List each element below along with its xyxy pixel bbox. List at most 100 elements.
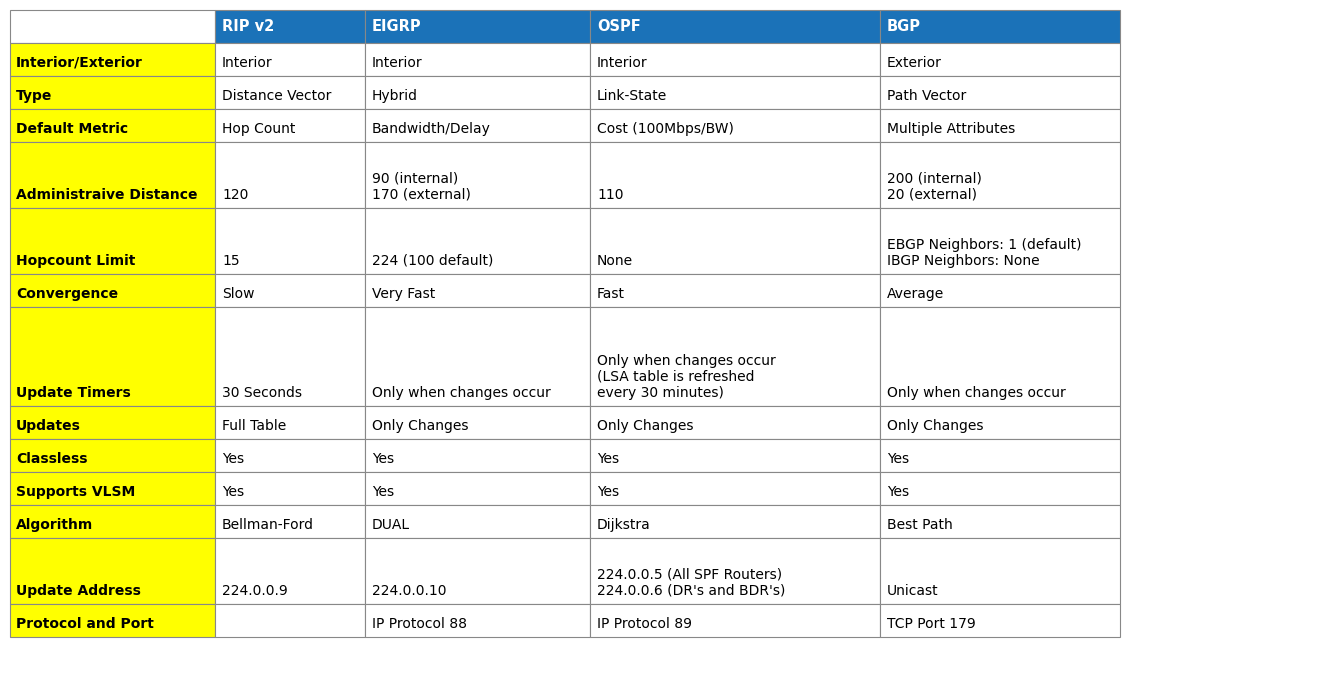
Bar bbox=[214, 109, 365, 142]
Text: Administraive Distance: Administraive Distance bbox=[16, 188, 197, 202]
Text: 224.0.0.9: 224.0.0.9 bbox=[222, 584, 287, 598]
Bar bbox=[214, 505, 365, 538]
Text: 15: 15 bbox=[222, 254, 240, 268]
Text: Only when changes occur: Only when changes occur bbox=[372, 386, 551, 400]
Text: Distance Vector: Distance Vector bbox=[222, 89, 331, 103]
Text: BGP: BGP bbox=[887, 19, 922, 34]
Bar bbox=[11, 274, 214, 307]
Text: Yes: Yes bbox=[372, 485, 395, 499]
Text: Path Vector: Path Vector bbox=[887, 89, 967, 103]
Text: Full Table: Full Table bbox=[222, 419, 286, 433]
Bar bbox=[214, 538, 365, 604]
Bar bbox=[214, 208, 365, 274]
Text: Only when changes occur: Only when changes occur bbox=[887, 386, 1066, 400]
Bar bbox=[591, 10, 880, 43]
Bar bbox=[365, 604, 591, 637]
Text: Best Path: Best Path bbox=[887, 518, 953, 532]
Text: Dijkstra: Dijkstra bbox=[597, 518, 651, 532]
Bar bbox=[880, 142, 1120, 208]
Text: 30 Seconds: 30 Seconds bbox=[222, 386, 302, 400]
Bar bbox=[214, 307, 365, 406]
Bar bbox=[11, 472, 214, 505]
Text: Interior: Interior bbox=[597, 56, 647, 70]
Bar bbox=[11, 505, 214, 538]
Bar bbox=[591, 142, 880, 208]
Bar bbox=[591, 406, 880, 439]
Bar bbox=[365, 472, 591, 505]
Bar bbox=[591, 604, 880, 637]
Text: Update Address: Update Address bbox=[16, 584, 140, 598]
Text: Bandwidth/Delay: Bandwidth/Delay bbox=[372, 122, 491, 136]
Bar bbox=[11, 142, 214, 208]
Bar bbox=[365, 505, 591, 538]
Bar bbox=[880, 538, 1120, 604]
Bar bbox=[214, 472, 365, 505]
Bar bbox=[11, 439, 214, 472]
Bar bbox=[11, 208, 214, 274]
Bar bbox=[365, 439, 591, 472]
Text: Update Timers: Update Timers bbox=[16, 386, 131, 400]
Text: Convergence: Convergence bbox=[16, 287, 118, 301]
Bar bbox=[591, 208, 880, 274]
Bar bbox=[591, 505, 880, 538]
Bar bbox=[591, 43, 880, 76]
Bar bbox=[11, 76, 214, 109]
Bar bbox=[591, 76, 880, 109]
Bar bbox=[591, 307, 880, 406]
Text: Hopcount Limit: Hopcount Limit bbox=[16, 254, 135, 268]
Bar bbox=[214, 10, 365, 43]
Text: Type: Type bbox=[16, 89, 53, 103]
Text: Very Fast: Very Fast bbox=[372, 287, 436, 301]
Bar bbox=[591, 472, 880, 505]
Bar bbox=[880, 43, 1120, 76]
Text: 224 (100 default): 224 (100 default) bbox=[372, 254, 494, 268]
Bar bbox=[880, 604, 1120, 637]
Text: Default Metric: Default Metric bbox=[16, 122, 128, 136]
Bar bbox=[880, 109, 1120, 142]
Text: OSPF: OSPF bbox=[597, 19, 641, 34]
Bar bbox=[591, 109, 880, 142]
Bar bbox=[591, 439, 880, 472]
Text: Bellman-Ford: Bellman-Ford bbox=[222, 518, 314, 532]
Text: IP Protocol 88: IP Protocol 88 bbox=[372, 617, 467, 631]
Bar bbox=[591, 274, 880, 307]
Bar bbox=[365, 274, 591, 307]
Text: Exterior: Exterior bbox=[887, 56, 941, 70]
Text: Interior/Exterior: Interior/Exterior bbox=[16, 56, 143, 70]
Bar bbox=[214, 604, 365, 637]
Text: RIP v2: RIP v2 bbox=[222, 19, 274, 34]
Bar bbox=[880, 439, 1120, 472]
Bar bbox=[214, 406, 365, 439]
Bar bbox=[11, 538, 214, 604]
Bar bbox=[214, 274, 365, 307]
Text: Supports VLSM: Supports VLSM bbox=[16, 485, 135, 499]
Bar bbox=[365, 76, 591, 109]
Bar bbox=[365, 142, 591, 208]
Bar bbox=[365, 43, 591, 76]
Text: IP Protocol 89: IP Protocol 89 bbox=[597, 617, 692, 631]
Bar bbox=[591, 538, 880, 604]
Text: Only Changes: Only Changes bbox=[372, 419, 469, 433]
Bar bbox=[365, 538, 591, 604]
Text: Slow: Slow bbox=[222, 287, 254, 301]
Bar bbox=[11, 43, 214, 76]
Text: Hop Count: Hop Count bbox=[222, 122, 295, 136]
Bar bbox=[365, 406, 591, 439]
Text: Yes: Yes bbox=[597, 452, 620, 466]
Text: 110: 110 bbox=[597, 188, 624, 202]
Text: Only when changes occur
(LSA table is refreshed
every 30 minutes): Only when changes occur (LSA table is re… bbox=[597, 354, 776, 400]
Text: 200 (internal)
20 (external): 200 (internal) 20 (external) bbox=[887, 172, 982, 202]
Bar bbox=[11, 604, 214, 637]
Text: EIGRP: EIGRP bbox=[372, 19, 421, 34]
Bar bbox=[365, 10, 591, 43]
Bar bbox=[880, 406, 1120, 439]
Text: Interior: Interior bbox=[222, 56, 273, 70]
Text: Algorithm: Algorithm bbox=[16, 518, 93, 532]
Bar bbox=[880, 76, 1120, 109]
Text: Yes: Yes bbox=[222, 485, 244, 499]
Bar bbox=[365, 307, 591, 406]
Text: TCP Port 179: TCP Port 179 bbox=[887, 617, 976, 631]
Text: Only Changes: Only Changes bbox=[887, 419, 984, 433]
Text: Classless: Classless bbox=[16, 452, 87, 466]
Bar bbox=[880, 274, 1120, 307]
